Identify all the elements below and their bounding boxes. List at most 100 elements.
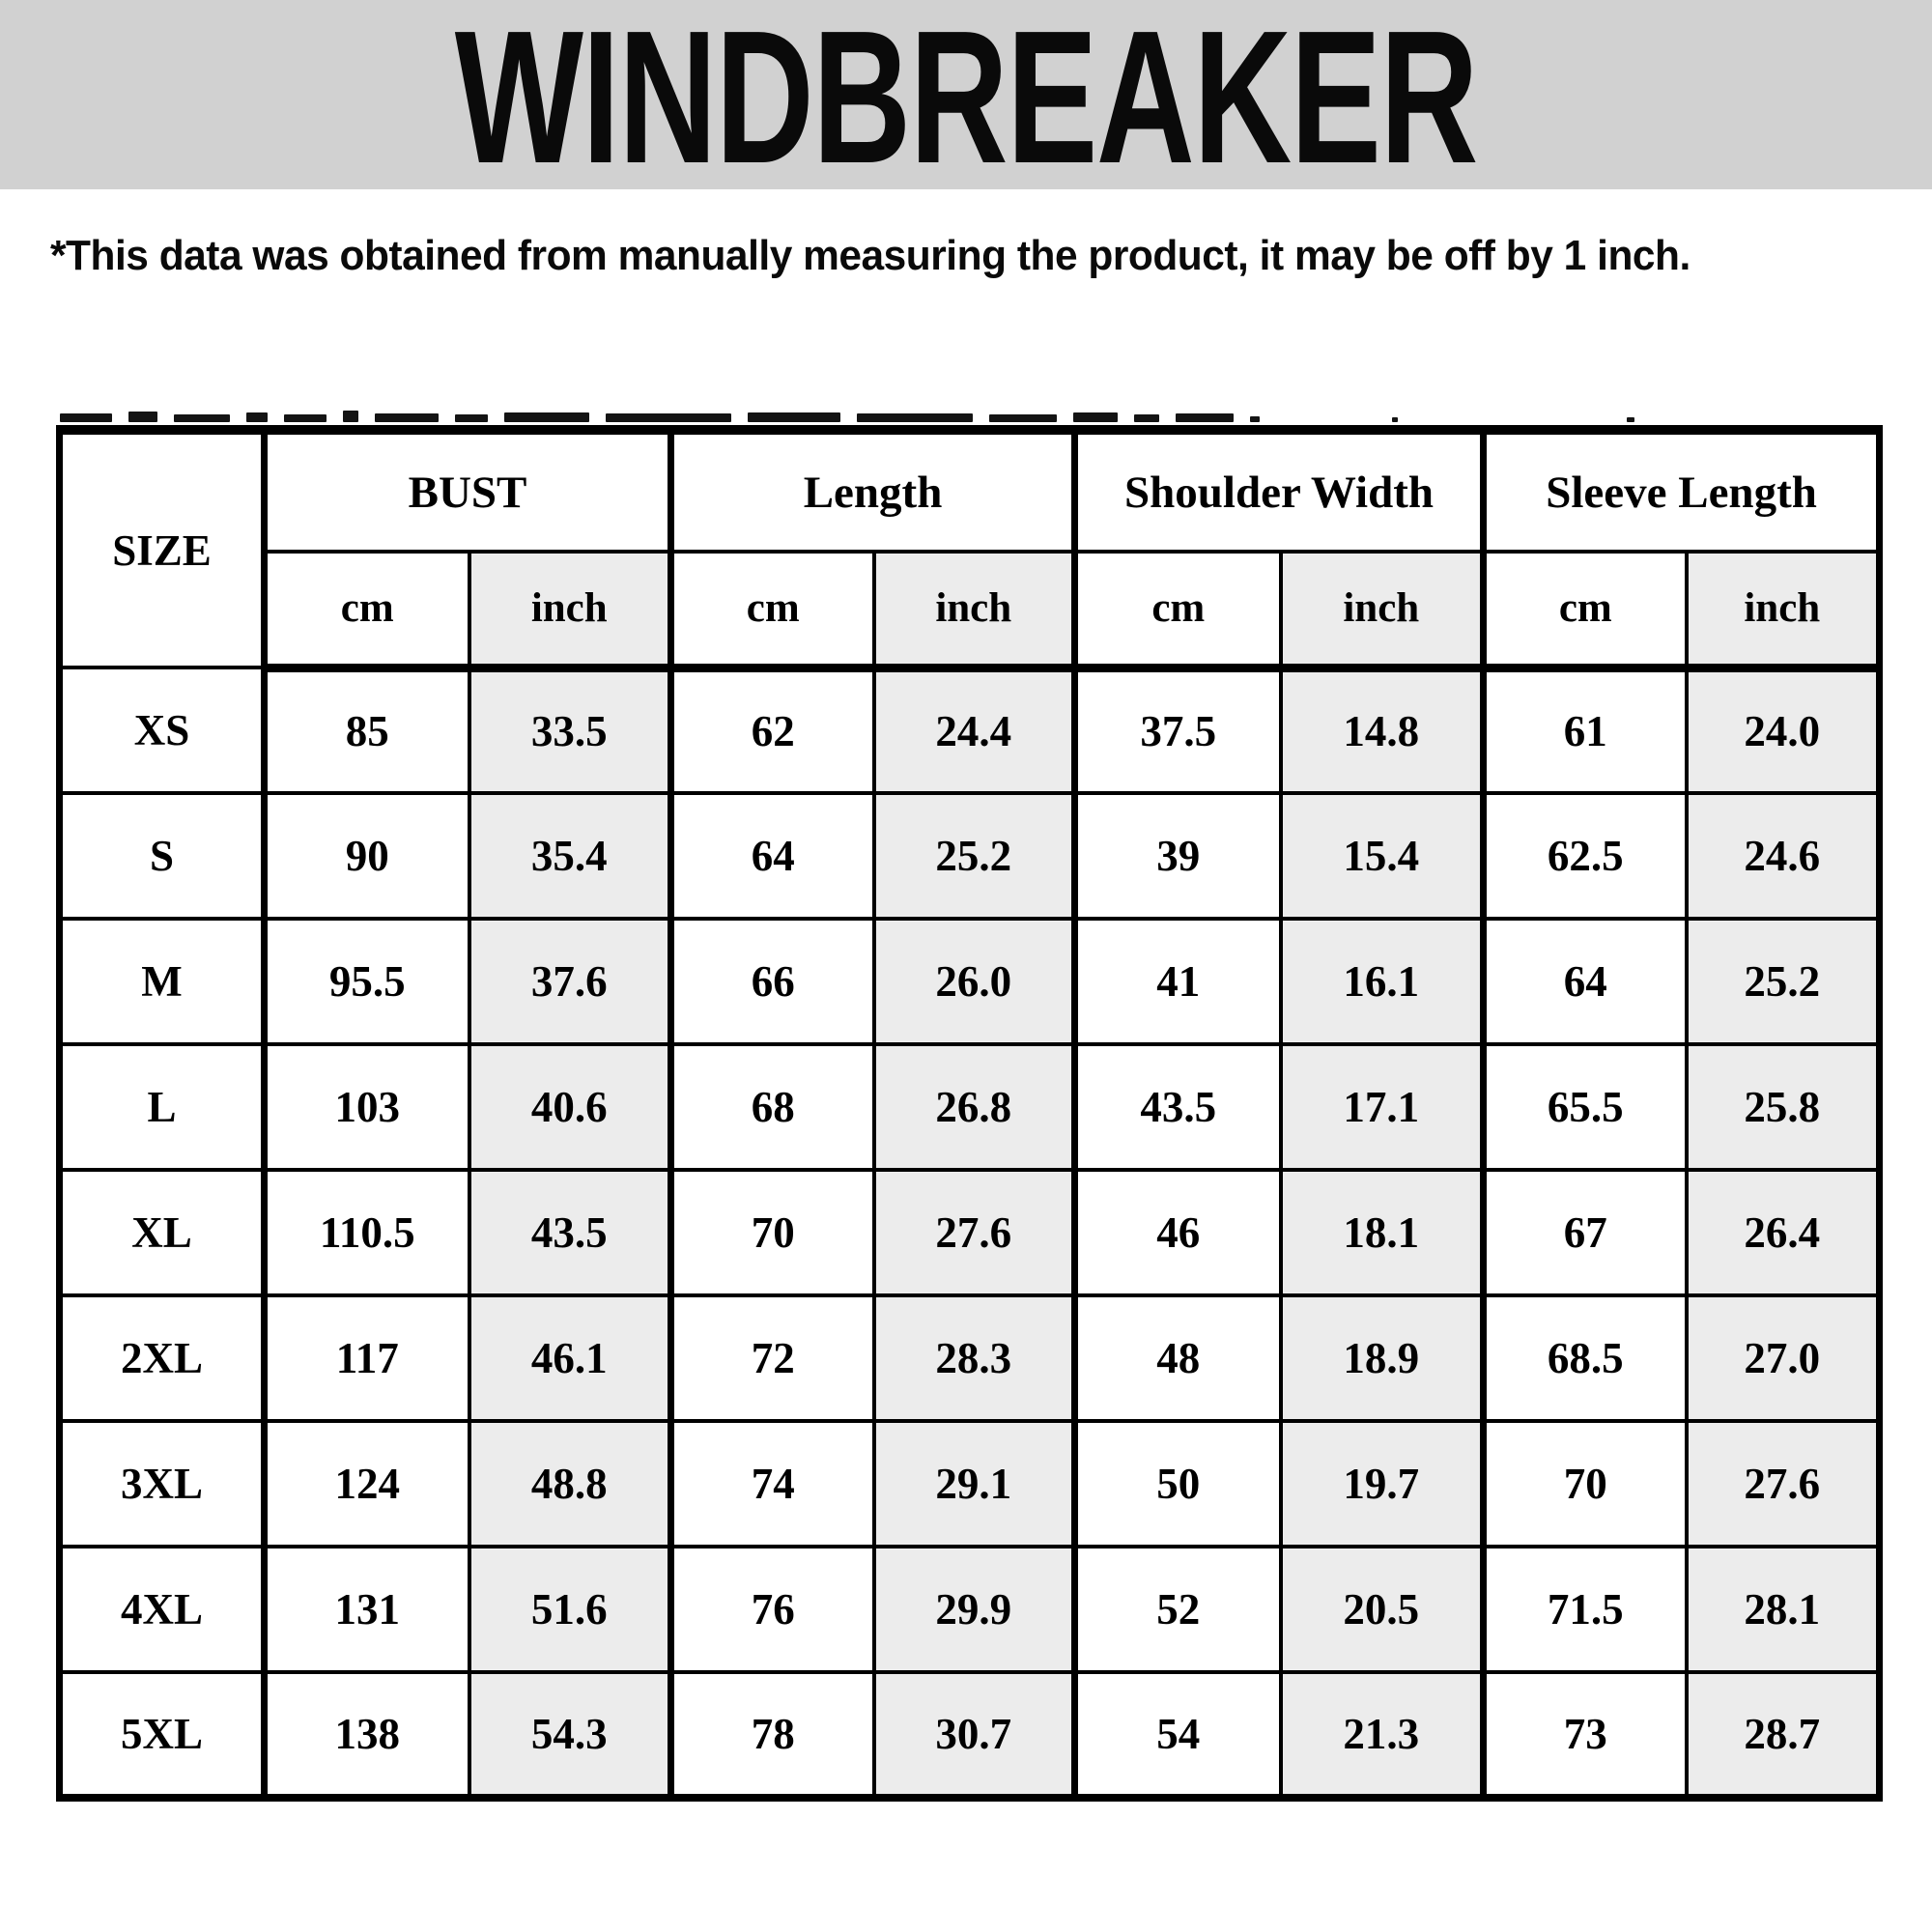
bust-cm-cell: 138	[262, 1670, 471, 1800]
sleeve-cm-cell: 71.5	[1480, 1545, 1689, 1674]
title-banner: WINDBREAKER	[0, 0, 1932, 203]
shoulder-cm-cell: 48	[1071, 1293, 1283, 1423]
bust-inch-cell: 37.6	[468, 917, 673, 1046]
bust-cm-cell: 124	[262, 1419, 471, 1548]
bust-cm-cell: 131	[262, 1545, 471, 1674]
sleeve-cm-cell: 65.5	[1480, 1042, 1689, 1172]
bust-inch-cell: 43.5	[468, 1168, 673, 1297]
table-row-5xl: 5XL 138 54.3 78 30.7 54 21.3 73 28.7	[57, 1670, 1882, 1800]
size-cell: 4XL	[57, 1545, 268, 1674]
sleeve-inch-cell: 24.6	[1685, 791, 1882, 921]
sleeve-cm-cell: 67	[1480, 1168, 1689, 1297]
sleeve-inch-cell: 27.6	[1685, 1419, 1882, 1548]
length-group-header: Length	[667, 428, 1077, 554]
sleeve-cm-cell: 62.5	[1480, 791, 1689, 921]
sleeve-inch-cell: 28.7	[1685, 1670, 1882, 1800]
sleeve-cm-header: cm	[1480, 550, 1689, 672]
disclaimer-text: *This data was obtained from manually me…	[50, 232, 1690, 279]
length-cm-cell: 74	[668, 1419, 876, 1548]
length-cm-cell: 72	[668, 1293, 876, 1423]
bust-cm-cell: 103	[262, 1042, 471, 1172]
sleeve-cm-cell: 70	[1480, 1419, 1689, 1548]
size-cell: XL	[57, 1168, 268, 1297]
shoulder-cm-header: cm	[1071, 550, 1283, 672]
shoulder-inch-cell: 21.3	[1279, 1670, 1486, 1800]
header-group-row: SIZE BUST Length Shoulder Width Sleeve L…	[57, 428, 1882, 669]
shoulder-inch-header: inch	[1279, 550, 1486, 672]
shoulder-cm-cell: 43.5	[1071, 1042, 1283, 1172]
sleeve-cm-cell: 68.5	[1480, 1293, 1689, 1423]
size-cell: 3XL	[57, 1419, 268, 1548]
length-inch-cell: 29.1	[871, 1419, 1077, 1548]
length-inch-cell: 26.8	[871, 1042, 1077, 1172]
shoulder-inch-cell: 14.8	[1279, 666, 1486, 795]
table-row-m: M 95.5 37.6 66 26.0 41 16.1 64 25.2	[57, 917, 1882, 1046]
shoulder-inch-cell: 15.4	[1279, 791, 1486, 921]
shoulder-inch-cell: 20.5	[1279, 1545, 1486, 1674]
bust-inch-cell: 35.4	[468, 791, 673, 921]
bust-cm-cell: 110.5	[262, 1168, 471, 1297]
sleeve-inch-cell: 25.2	[1685, 917, 1882, 1046]
bust-inch-cell: 40.6	[468, 1042, 673, 1172]
table-row-3xl: 3XL 124 48.8 74 29.1 50 19.7 70 27.6	[57, 1419, 1882, 1548]
bust-cm-cell: 117	[262, 1293, 471, 1423]
size-column-header: SIZE	[57, 428, 268, 669]
shoulder-cm-cell: 46	[1071, 1168, 1283, 1297]
cropped-text-artifact	[60, 407, 1876, 422]
length-inch-cell: 27.6	[871, 1168, 1077, 1297]
size-cell: L	[57, 1042, 268, 1172]
header-unit-row: cm inch cm inch cm inch cm inch	[60, 550, 1882, 672]
size-chart-table: SIZE BUST Length Shoulder Width Sleeve L…	[56, 425, 1884, 1802]
bust-cm-cell: 90	[262, 791, 471, 921]
length-cm-cell: 68	[668, 1042, 876, 1172]
length-cm-cell: 62	[668, 666, 876, 795]
shoulder-cm-cell: 50	[1071, 1419, 1283, 1548]
shoulder-inch-cell: 17.1	[1279, 1042, 1486, 1172]
length-cm-cell: 76	[668, 1545, 876, 1674]
sleeve-inch-header: inch	[1685, 550, 1882, 672]
shoulder-cm-cell: 52	[1071, 1545, 1283, 1674]
sleeve-inch-cell: 27.0	[1685, 1293, 1882, 1423]
size-cell: 2XL	[57, 1293, 268, 1423]
bust-inch-header: inch	[468, 550, 673, 672]
sleeve-cm-cell: 61	[1480, 666, 1689, 795]
table-row-4xl: 4XL 131 51.6 76 29.9 52 20.5 71.5 28.1	[57, 1545, 1882, 1674]
bust-cm-cell: 95.5	[262, 917, 471, 1046]
table-row-xl: XL 110.5 43.5 70 27.6 46 18.1 67 26.4	[57, 1168, 1882, 1297]
shoulder-width-group-header: Shoulder Width	[1071, 428, 1486, 554]
length-cm-cell: 66	[668, 917, 876, 1046]
sleeve-cm-cell: 73	[1480, 1670, 1689, 1800]
sleeve-inch-cell: 28.1	[1685, 1545, 1882, 1674]
bust-inch-cell: 46.1	[468, 1293, 673, 1423]
shoulder-cm-cell: 54	[1071, 1670, 1283, 1800]
sleeve-inch-cell: 24.0	[1685, 666, 1882, 795]
shoulder-inch-cell: 18.9	[1279, 1293, 1486, 1423]
size-cell: XS	[57, 666, 268, 795]
length-cm-header: cm	[668, 550, 876, 672]
product-title: WINDBREAKER	[454, 0, 1479, 203]
length-inch-cell: 29.9	[871, 1545, 1077, 1674]
bust-cm-header: cm	[262, 550, 471, 672]
sleeve-cm-cell: 64	[1480, 917, 1689, 1046]
size-cell: S	[57, 791, 268, 921]
sleeve-inch-cell: 25.8	[1685, 1042, 1882, 1172]
shoulder-cm-cell: 39	[1071, 791, 1283, 921]
sleeve-length-group-header: Sleeve Length	[1480, 428, 1882, 554]
shoulder-inch-cell: 18.1	[1279, 1168, 1486, 1297]
length-inch-cell: 30.7	[871, 1670, 1077, 1800]
bust-group-header: BUST	[262, 428, 673, 554]
length-inch-cell: 28.3	[871, 1293, 1077, 1423]
shoulder-inch-cell: 16.1	[1279, 917, 1486, 1046]
length-inch-cell: 26.0	[871, 917, 1077, 1046]
bust-inch-cell: 48.8	[468, 1419, 673, 1548]
bust-inch-cell: 51.6	[468, 1545, 673, 1674]
bust-cm-cell: 85	[262, 666, 471, 795]
bust-inch-cell: 54.3	[468, 1670, 673, 1800]
shoulder-cm-cell: 37.5	[1071, 666, 1283, 795]
length-inch-cell: 24.4	[871, 666, 1077, 795]
length-inch-header: inch	[871, 550, 1077, 672]
size-cell: M	[57, 917, 268, 1046]
table-row-xs: XS 85 33.5 62 24.4 37.5 14.8 61 24.0	[57, 666, 1882, 795]
table-row-s: S 90 35.4 64 25.2 39 15.4 62.5 24.6	[57, 791, 1882, 921]
